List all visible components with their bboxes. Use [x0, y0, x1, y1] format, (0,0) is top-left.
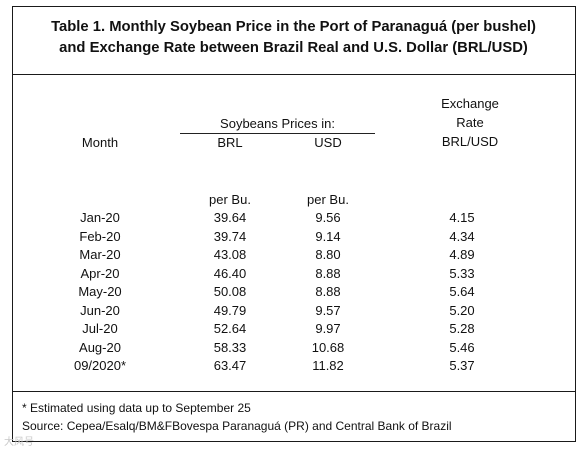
usd-cell: 10.68 [311, 339, 345, 355]
footnote: * Estimated using data up to September 2… [22, 401, 251, 415]
fx-cell: 5.28 [449, 321, 475, 336]
month-cell: Aug-20 [79, 339, 121, 355]
month-cell: Feb-20 [79, 228, 121, 244]
brl-header: BRL [217, 135, 243, 150]
usd-cell: 8.80 [315, 247, 341, 262]
table-frame [12, 6, 576, 442]
fx-cell: 5.37 [449, 358, 475, 373]
brl-cell: 49.79 [213, 302, 247, 318]
fx-cell: 5.20 [449, 302, 475, 318]
brl-cell: 63.47 [213, 358, 247, 373]
month-cell: Jan-20 [80, 210, 120, 225]
brl-cell: 43.08 [213, 247, 247, 262]
month-cell: Jun-20 [80, 302, 120, 318]
source-note: Source: Cepea/Esalq/BM&FBovespa Paranagu… [22, 419, 452, 433]
usd-cell: 8.88 [315, 265, 341, 281]
watermark: 大风号 [4, 437, 34, 448]
usd-unit: per Bu. [307, 192, 349, 207]
fx-cell: 4.15 [449, 210, 475, 225]
fx-header-line-2: Rate [456, 115, 484, 130]
table-title-line-2: and Exchange Rate between Brazil Real an… [59, 40, 528, 56]
brl-cell: 52.64 [213, 321, 247, 336]
fx-cell: 4.89 [449, 247, 475, 262]
usd-cell: 9.14 [315, 228, 341, 244]
month-cell: 09/2020* [73, 358, 127, 373]
fx-cell: 5.46 [449, 339, 475, 355]
fx-header-line-3: BRL/USD [441, 134, 499, 149]
bottom-rule [12, 391, 576, 392]
month-cell: Apr-20 [80, 265, 120, 281]
brl-cell: 50.08 [213, 284, 247, 299]
usd-cell: 9.57 [315, 302, 341, 318]
group-header-underline [180, 133, 375, 134]
fx-cell: 4.34 [449, 228, 475, 244]
soybean-prices-group-header: Soybeans Prices in: [220, 116, 335, 131]
month-header: Month [81, 135, 119, 150]
usd-cell: 9.56 [315, 210, 341, 225]
month-cell: Jul-20 [82, 321, 118, 336]
usd-cell: 11.82 [312, 358, 344, 373]
month-cell: Mar-20 [79, 247, 121, 262]
month-cell: May-20 [78, 284, 122, 299]
fx-header-line-1: Exchange [441, 96, 499, 111]
table-title-line-1: Table 1. Monthly Soybean Price in the Po… [51, 19, 536, 35]
usd-header: USD [314, 135, 342, 150]
brl-cell: 46.40 [213, 265, 247, 281]
usd-cell: 8.88 [315, 284, 341, 299]
fx-cell: 5.33 [449, 265, 475, 281]
usd-cell: 9.97 [315, 321, 341, 336]
brl-cell: 39.64 [213, 210, 247, 225]
brl-cell: 58.33 [213, 339, 247, 355]
brl-cell: 39.74 [213, 228, 247, 244]
brl-unit: per Bu. [209, 192, 251, 207]
top-rule [12, 74, 576, 75]
fx-cell: 5.64 [449, 284, 475, 299]
